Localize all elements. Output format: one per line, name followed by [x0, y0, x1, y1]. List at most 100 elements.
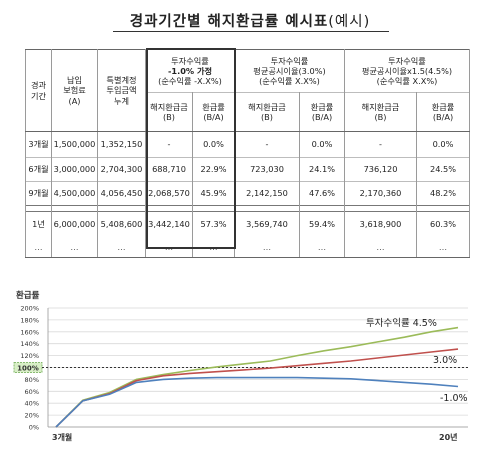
header-group-minus1-text: 투자수익률 -1.0% 가정 (순수익률 -X.X%)	[158, 56, 222, 87]
y-tick-label: 80%	[25, 376, 39, 384]
y-axis-label: 환급률	[16, 290, 40, 301]
table-row: 1년 6,000,000 5,408,600 3,442,140 57.3% 3…	[25, 211, 470, 237]
title-paren: (예시)	[328, 14, 371, 30]
cell-g3-rate: 0.0%	[416, 131, 470, 158]
cell-g1-rate: 22.9%	[192, 157, 235, 182]
cell-ellipsis: …	[192, 237, 235, 258]
cell-g1-refund: 688,710	[145, 157, 193, 182]
sub-refund-1: 해지환급금 (B)	[145, 92, 193, 132]
sub-refund-2: 해지환급금 (B)	[234, 92, 300, 132]
cell-g1-rate: 0.0%	[192, 131, 235, 158]
sub-rate-2-text: 환급률 (B/A)	[310, 101, 334, 122]
cell-special: 5,408,600	[97, 211, 146, 237]
cell-ellipsis: …	[344, 237, 417, 258]
cell-ellipsis: …	[25, 237, 52, 258]
cell-g3-rate: 60.3%	[416, 211, 470, 237]
cell-period: 9개월	[25, 181, 52, 206]
sub-refund-3-text: 해지환급금 (B)	[361, 101, 400, 122]
y-tick-label: 140%	[20, 340, 39, 348]
header-elapsed: 경과 기간	[25, 49, 52, 132]
y-tick-label: 200%	[20, 305, 39, 313]
cell-g2-rate: 24.1%	[299, 157, 345, 182]
cell-special: 4,056,450	[97, 181, 146, 206]
cell-period: 6개월	[25, 157, 52, 182]
cell-period: 3개월	[25, 131, 52, 158]
series-annotation: -1.0%	[440, 393, 468, 404]
cell-g1-refund: -	[145, 131, 193, 158]
cell-paid: 1,500,000	[51, 131, 98, 158]
table-row: 3개월 1,500,000 1,352,150 - 0.0% - 0.0% - …	[25, 131, 470, 158]
cell-special: 1,352,150	[97, 131, 146, 158]
cell-period: 1년	[25, 211, 52, 237]
x-label-end: 20년	[439, 432, 458, 442]
cell-g3-refund: 2,170,360	[344, 181, 417, 206]
y-tick-label: 20%	[25, 412, 39, 420]
table-row: 6개월 3,000,000 2,704,300 688,710 22.9% 72…	[25, 157, 470, 182]
cell-g3-refund: 736,120	[344, 157, 417, 182]
cell-ellipsis: …	[299, 237, 345, 258]
cell-g3-refund: 3,618,900	[344, 211, 417, 237]
sub-rate-1-text: 환급률 (B/A)	[202, 101, 225, 122]
cell-g1-refund: 2,068,570	[145, 181, 193, 206]
cell-g2-refund: 2,142,150	[234, 181, 300, 206]
y-tick-label: 60%	[25, 388, 39, 396]
cell-g2-refund: 723,030	[234, 157, 300, 182]
y-tick-label: 0%	[29, 424, 39, 432]
cell-g2-refund: -	[234, 131, 300, 158]
header-group-3: 투자수익률 평균공시이율(3.0%) (순수익률 X.X%)	[234, 49, 345, 93]
table-spacer	[25, 205, 470, 212]
header-elapsed-text: 경과 기간	[30, 80, 47, 101]
table-header-row: 경과 기간 납입 보험료 (A) 특별계정 투입금액 누계 투자수익률 -1.0%…	[25, 49, 470, 132]
header-paid: 납입 보험료 (A)	[51, 49, 98, 132]
header-paid-text: 납입 보험료 (A)	[63, 75, 86, 106]
header-group-45: 투자수익률 평균공시이율x1.5(4.5%) (순수익률 X.X%)	[344, 49, 470, 93]
cell-g2-rate: 59.4%	[299, 211, 345, 237]
sub-refund-3: 해지환급금 (B)	[344, 92, 417, 132]
cell-g3-rate: 24.5%	[416, 157, 470, 182]
refund-rate-table: 경과 기간 납입 보험료 (A) 특별계정 투입금액 누계 투자수익률 -1.0%…	[25, 49, 470, 258]
cell-ellipsis: …	[145, 237, 193, 258]
cell-g3-refund: -	[344, 131, 417, 158]
series-annotation: 투자수익률 4.5%	[366, 317, 437, 329]
cell-g2-rate: 47.6%	[299, 181, 345, 206]
header-group-minus1-line: -1.0% 가정	[167, 65, 213, 76]
y-tick-label: 180%	[20, 316, 39, 324]
header-special-text: 특별계정 투입금액 누계	[106, 75, 137, 106]
refund-rate-chart: 환급률 0% 20% 40% 60% 80% 120% 140% 160% 180% 200% 100…	[0, 280, 500, 466]
table-row: 9개월 4,500,000 4,056,450 2,068,570 45.9% …	[25, 181, 470, 206]
cell-ellipsis: …	[97, 237, 146, 258]
sub-rate-3: 환급률 (B/A)	[416, 92, 470, 132]
header-group-45-text: 투자수익률 평균공시이율x1.5(4.5%) (순수익률 X.X%)	[361, 55, 453, 87]
cell-ellipsis: …	[234, 237, 300, 258]
sub-rate-1: 환급률 (B/A)	[192, 92, 235, 132]
series-line-1	[55, 348, 459, 428]
cell-g1-refund: 3,442,140	[145, 211, 193, 237]
cell-g1-rate: 57.3%	[192, 211, 235, 237]
cell-paid: 6,000,000	[51, 211, 98, 237]
cell-g3-rate: 48.2%	[416, 181, 470, 206]
header-group-minus1-line: (순수익률 -X.X%)	[158, 76, 222, 87]
y-tick-label: 160%	[20, 328, 39, 336]
sub-rate-2: 환급률 (B/A)	[299, 92, 345, 132]
chart-svg: 환급률 0% 20% 40% 60% 80% 120% 140% 160% 180% 200% 100…	[13, 290, 468, 442]
cell-paid: 4,500,000	[51, 181, 98, 206]
y-tick-label-100: 100%	[17, 365, 39, 373]
cell-g2-rate: 0.0%	[299, 131, 345, 158]
header-group-3-text: 투자수익률 평균공시이율(3.0%) (순수익률 X.X%)	[253, 55, 326, 87]
x-label-start: 3개월	[52, 432, 72, 442]
cell-special: 2,704,300	[97, 157, 146, 182]
table-row-ellipsis: … … … … … … … … …	[25, 237, 470, 258]
cell-g2-refund: 3,569,740	[234, 211, 300, 237]
sub-refund-2-text: 해지환급금 (B)	[248, 101, 286, 122]
title-underline	[113, 31, 389, 32]
series-line-0	[55, 326, 459, 428]
header-group-minus1-line: 투자수익률	[171, 55, 209, 66]
cell-paid: 3,000,000	[51, 157, 98, 182]
header-special: 특별계정 투입금액 누계	[97, 49, 146, 132]
series-annotation: 3.0%	[433, 355, 457, 366]
cell-g1-rate: 45.9%	[192, 181, 235, 206]
title-main: 경과기간별 해지환급률 예시표	[129, 14, 329, 30]
header-group-minus1: 투자수익률 -1.0% 가정 (순수익률 -X.X%)	[145, 49, 235, 93]
sub-refund-1-text: 해지환급금 (B)	[150, 101, 188, 122]
y-tick-label: 40%	[25, 400, 39, 408]
